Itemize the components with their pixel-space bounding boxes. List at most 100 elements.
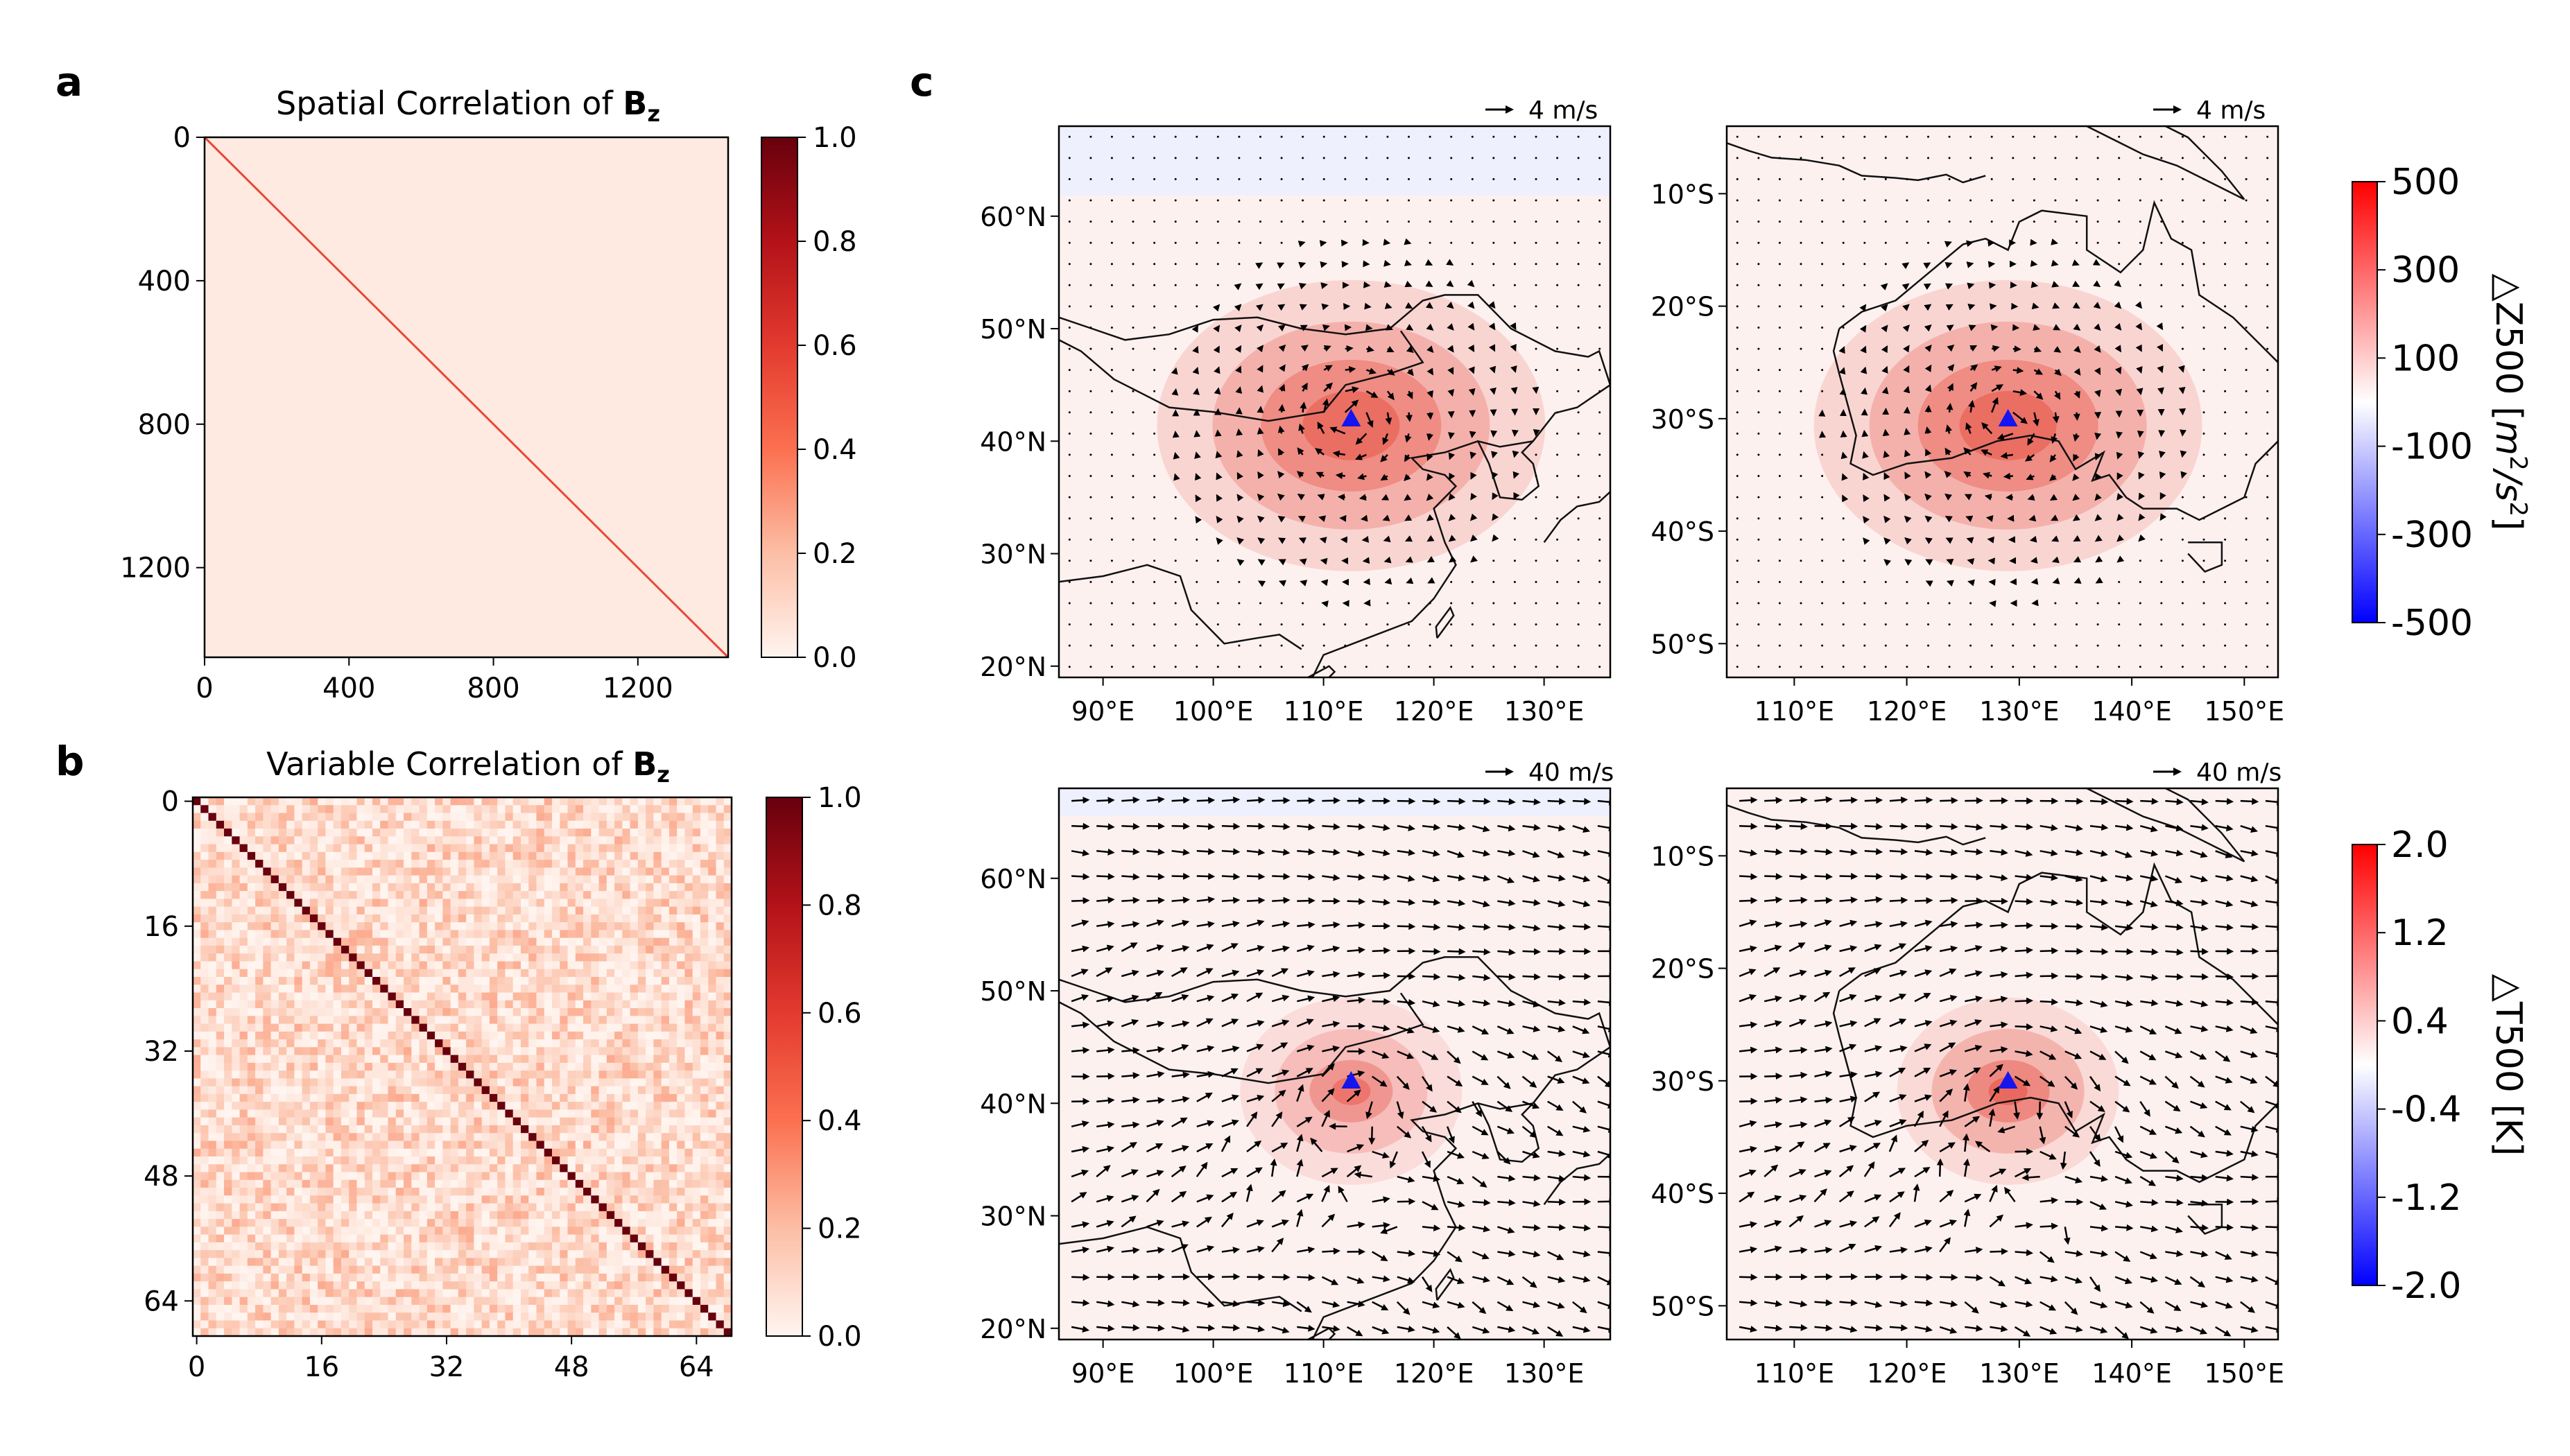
panel-b-cell <box>669 1093 678 1102</box>
panel-b-cell <box>716 1312 725 1321</box>
panel-b-cell <box>318 906 327 915</box>
panel-b-cell <box>294 1086 303 1095</box>
panel-b-cell <box>489 1234 498 1243</box>
panel-b-cell <box>224 1109 232 1118</box>
panel-b-cell <box>216 1312 225 1321</box>
panel-b-cell <box>302 1242 311 1251</box>
panel-b-cell <box>224 875 232 884</box>
panel-b-cell <box>591 922 600 931</box>
panel-b-cell <box>591 1328 600 1337</box>
panel-b-cell <box>278 1304 287 1313</box>
panel-b-cell <box>646 805 654 814</box>
panel-b-cell <box>567 1328 576 1337</box>
panel-b-cell <box>270 1219 279 1227</box>
panel-b-cell <box>583 1047 592 1056</box>
panel-b-cell <box>512 820 521 829</box>
panel-b-cell <box>356 875 365 884</box>
panel-b-cell <box>700 992 709 1001</box>
panel-b-cell <box>419 1000 428 1009</box>
panel-b-cell <box>708 1265 717 1274</box>
panel-b-cell <box>544 1031 553 1040</box>
panel-b-cell <box>255 820 264 829</box>
panel-b-cell <box>372 860 381 868</box>
panel-b-cell <box>481 937 490 946</box>
panel-b-cell <box>583 1039 592 1048</box>
panel-b-cell <box>278 1289 287 1298</box>
panel-b-cell <box>450 1164 459 1173</box>
panel-b-cell <box>404 969 412 978</box>
panel-b-cell <box>356 906 365 915</box>
panel-b-cell <box>232 1219 241 1227</box>
panel-b-cell <box>669 797 678 806</box>
panel-b-ytick-label: 32 <box>144 1036 179 1068</box>
panel-b-cell <box>677 1320 686 1329</box>
panel-b-cell <box>278 953 287 962</box>
panel-b-cell <box>404 1016 412 1025</box>
panel-b-cell <box>450 860 459 868</box>
panel-b-cell <box>560 867 569 876</box>
panel-b-cell <box>294 1227 303 1236</box>
panel-b-cell <box>528 1242 537 1251</box>
panel-b-cell <box>239 1055 248 1064</box>
panel-b-cell <box>395 1008 404 1016</box>
panel-b-cell <box>684 891 693 899</box>
panel-b-cell <box>677 875 686 884</box>
panel-b-cell <box>560 899 569 908</box>
panel-b-cell <box>528 1086 537 1095</box>
panel-b-cell <box>270 1250 279 1258</box>
panel-b-cell <box>442 906 451 915</box>
panel-b-cell <box>512 1071 521 1079</box>
panel-b-cell <box>708 1148 717 1157</box>
panel-b-cell <box>661 1258 670 1267</box>
panel-b-cell <box>544 797 553 806</box>
panel-b-cell <box>325 1008 334 1016</box>
panel-b-cell <box>278 805 287 814</box>
panel-b-cell <box>450 1195 459 1204</box>
panel-b-cell <box>552 1258 560 1267</box>
wind-dot <box>1089 327 1092 329</box>
panel-b-cell <box>512 922 521 931</box>
panel-b-cell <box>263 1179 272 1188</box>
panel-b-cell <box>669 860 678 868</box>
panel-b-cell <box>536 851 545 860</box>
panel-b-cell <box>505 985 514 994</box>
panel-b-cell <box>388 1297 397 1306</box>
panel-b-cell <box>489 1031 498 1040</box>
panel-b-cell <box>450 867 459 876</box>
panel-b-cell <box>552 1320 560 1329</box>
panel-b-cell <box>544 1195 553 1204</box>
panel-b-cell <box>372 1281 381 1290</box>
panel-b-cell <box>723 820 732 829</box>
wind-dot <box>1153 475 1156 477</box>
panel-b-cell <box>419 820 428 829</box>
panel-b-cell <box>239 1164 248 1173</box>
panel-b-cell <box>356 1227 365 1236</box>
panel-b-cell <box>364 805 373 814</box>
panel-b-cell <box>474 867 483 876</box>
panel-b-cell <box>505 1093 514 1102</box>
panel-b-cell <box>247 1047 256 1056</box>
panel-b-cell <box>255 1148 264 1157</box>
panel-b-cell <box>536 977 545 985</box>
panel-b-cell <box>286 969 295 978</box>
panel-b-cell <box>239 1047 248 1056</box>
panel-b-cell <box>200 851 209 860</box>
panel-b-cell <box>552 922 560 931</box>
panel-b-cell <box>544 985 553 994</box>
panel-b-cell <box>388 1211 397 1220</box>
panel-b-cell <box>442 1289 451 1298</box>
panel-b-cell <box>583 820 592 829</box>
panel-b-cell <box>692 813 701 822</box>
panel-b-cell <box>630 1250 639 1258</box>
panel-b-cell <box>278 860 287 868</box>
panel-b-cell <box>435 1203 443 1212</box>
panel-b-cell <box>309 1023 318 1032</box>
panel-b-cell <box>700 1156 709 1165</box>
panel-b-cell <box>489 1203 498 1212</box>
panel-b-cell <box>216 1179 225 1188</box>
panel-b-cell <box>325 937 334 946</box>
panel-b-cell <box>637 1265 646 1274</box>
panel-b-cell <box>247 1062 256 1071</box>
panel-b-cell <box>318 1023 327 1032</box>
panel-b-cell <box>458 1265 467 1274</box>
